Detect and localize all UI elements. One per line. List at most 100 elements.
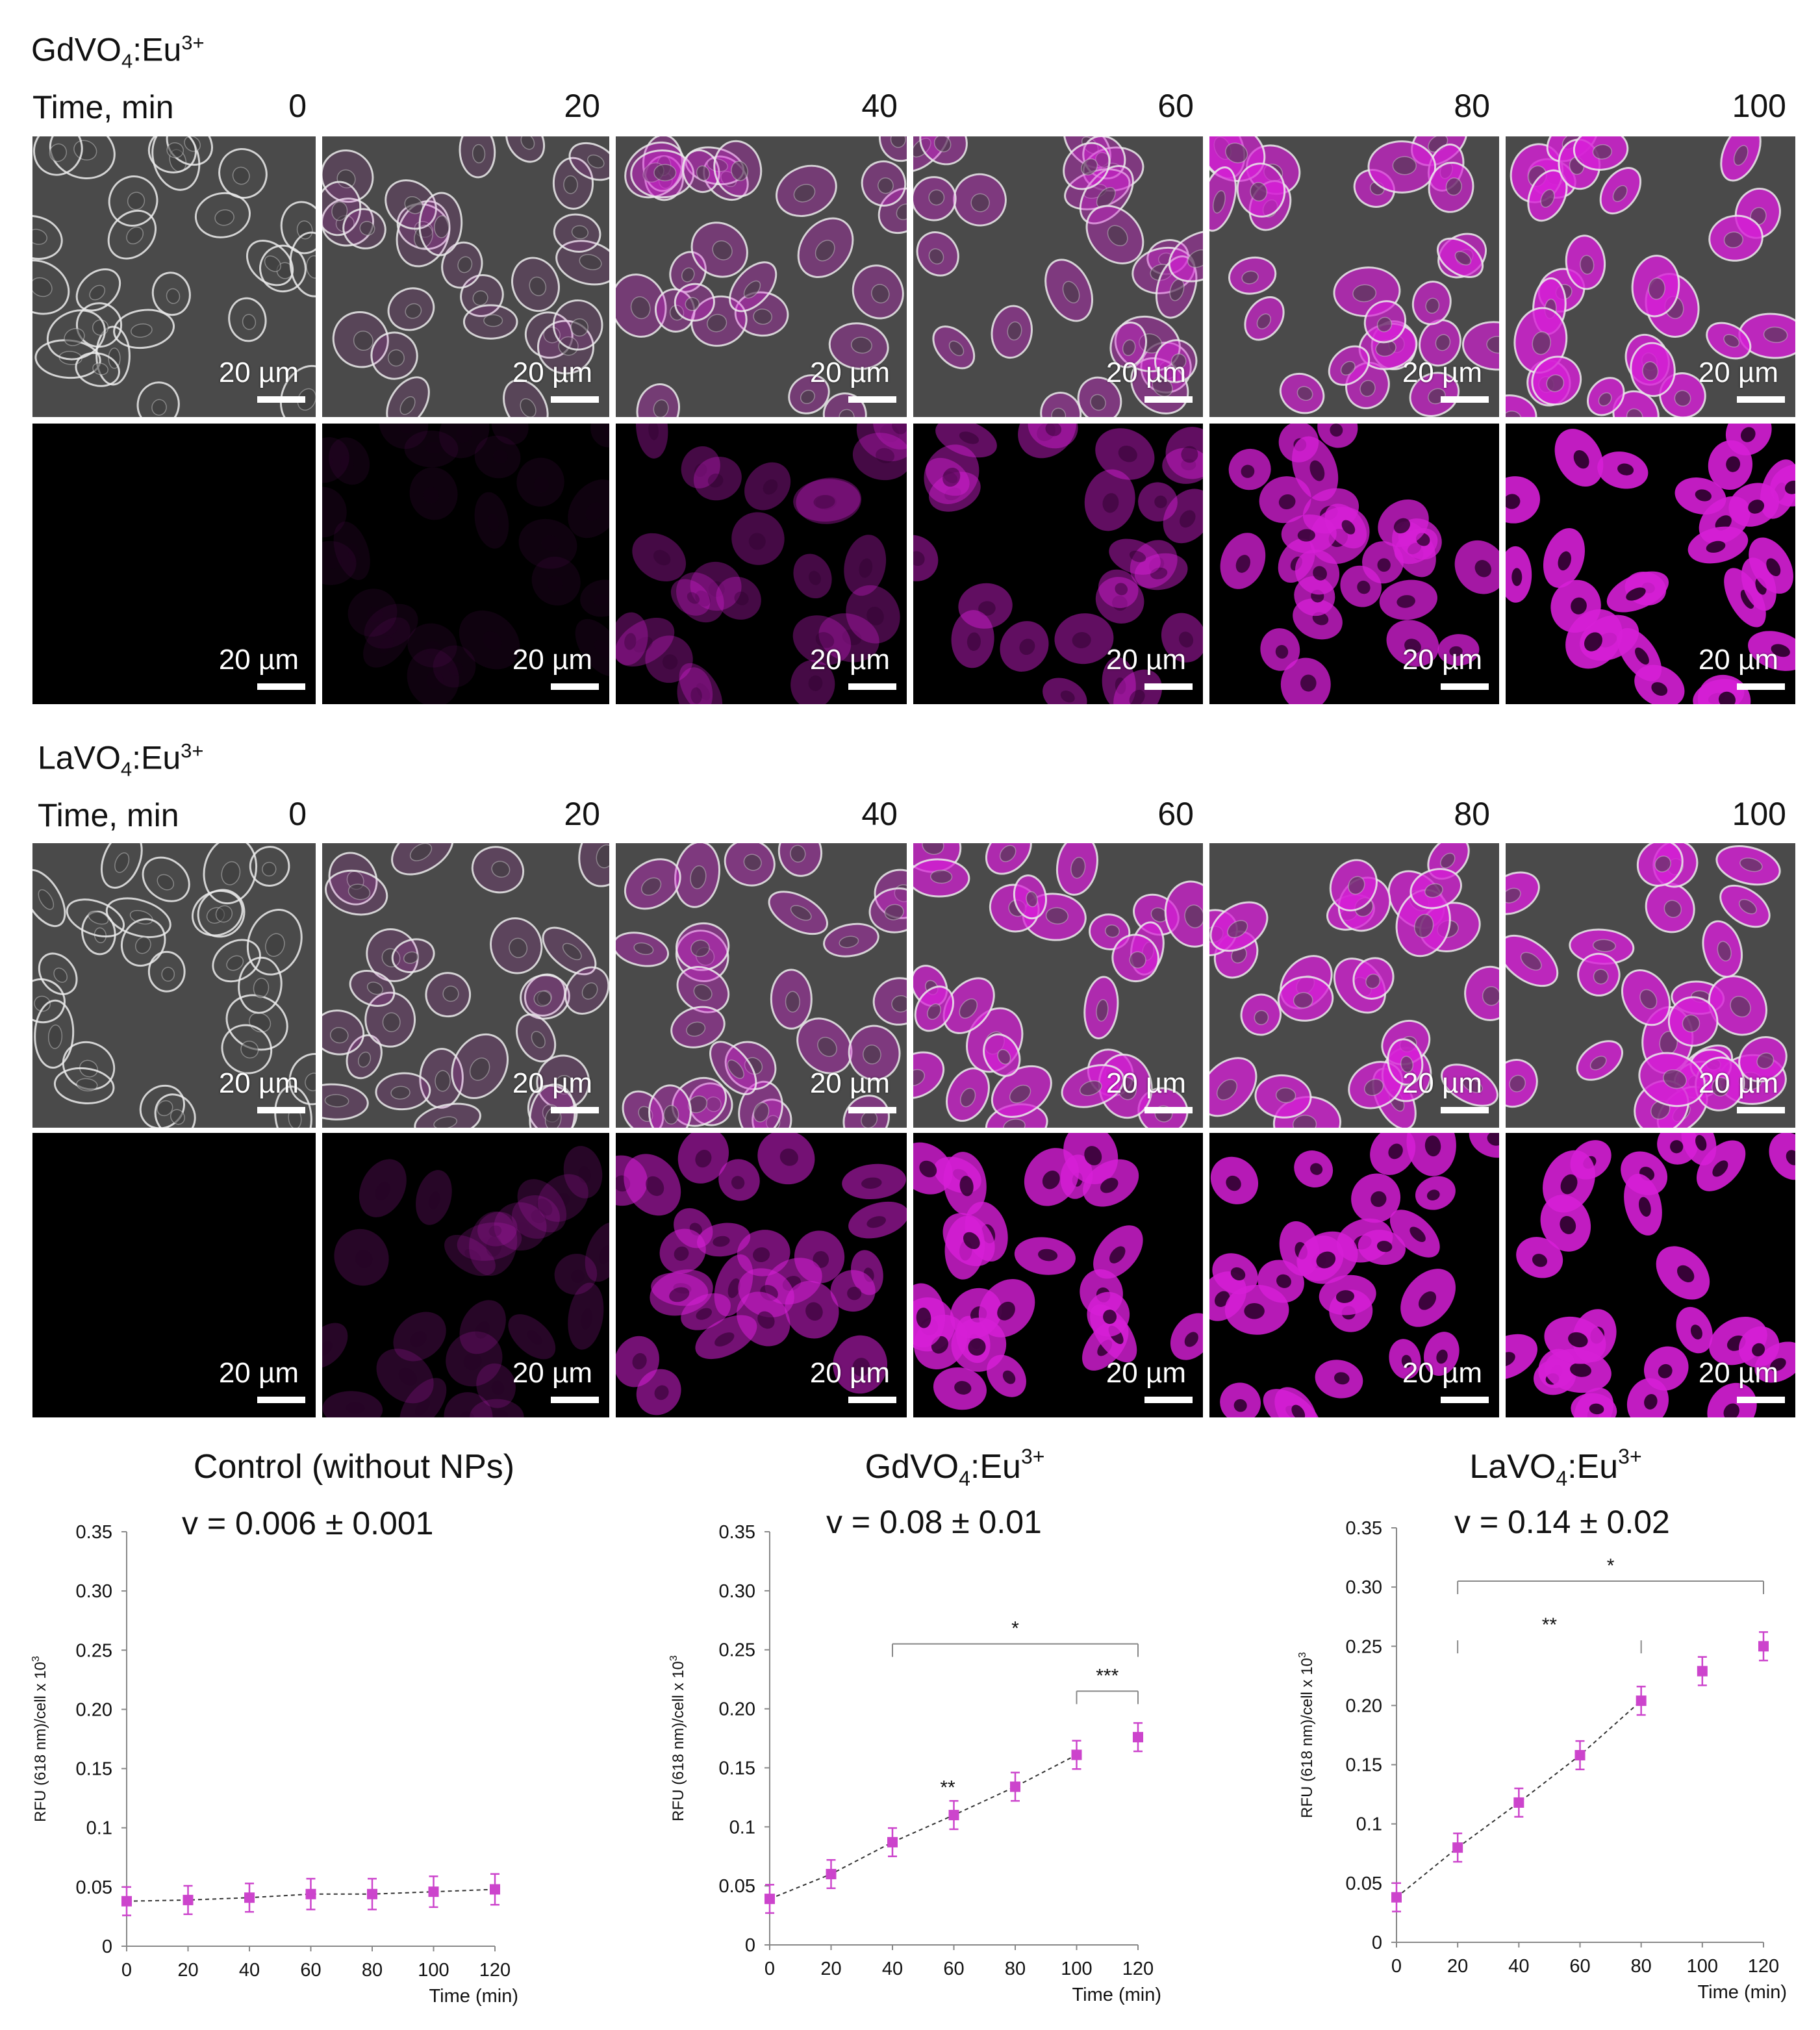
chart-title: LaVO4:Eu3+: [1469, 1449, 1641, 1490]
scale-bar-label: 20 µm: [218, 357, 299, 388]
x-tick-label: 0: [765, 1959, 775, 1979]
x-tick-label: 0: [1391, 1956, 1402, 1977]
y-tick-label: 0.1: [729, 1817, 755, 1838]
fluorescence-image-la-0: 20 µm: [32, 1133, 316, 1417]
scale-bar: [1737, 683, 1785, 690]
overlay-image-gd-3: 20 µm: [913, 136, 1203, 417]
significance-bracket: [1457, 1580, 1764, 1595]
significance-bracket: [892, 1643, 1139, 1657]
chart-gdvo4: GdVO4:Eu3+ v = 0.08 ± 0.01 RFU (618 nm)/ce…: [656, 1445, 1189, 2020]
scale-bar: [257, 1107, 305, 1113]
data-point: [121, 1896, 132, 1907]
y-tick-label: 0.05: [76, 1877, 112, 1898]
data-point: [1010, 1781, 1020, 1792]
fit-line: [1396, 1700, 1642, 1898]
scale-bar-label: 20 µm: [1698, 1067, 1778, 1099]
time-label: 80: [1454, 88, 1490, 124]
chart-title: GdVO4:Eu3+: [865, 1449, 1045, 1490]
y-tick-label: 0.35: [76, 1522, 112, 1543]
data-point: [826, 1868, 837, 1879]
scale-bar: [551, 396, 599, 403]
scale-bar-label: 20 µm: [218, 644, 299, 676]
scale-bar-label: 20 µm: [218, 1067, 299, 1099]
data-point: [305, 1888, 316, 1899]
scale-bar: [1441, 683, 1489, 690]
y-tick-label: 0.25: [1346, 1636, 1382, 1657]
scale-bar: [1737, 396, 1785, 403]
x-tick-label: 120: [479, 1960, 511, 1981]
x-tick-label: 20: [177, 1960, 198, 1981]
y-tick-label: 0: [745, 1935, 755, 1956]
data-point: [1071, 1749, 1082, 1760]
data-point: [367, 1888, 377, 1899]
overlay-image-la-4: 20 µm: [1209, 843, 1499, 1128]
overlay-image-gd-2: 20 µm: [616, 136, 907, 417]
scale-bar: [551, 1107, 599, 1113]
fit-line: [769, 1754, 1077, 1900]
scale-bar-label: 20 µm: [1698, 357, 1778, 388]
scale-bar-label: 20 µm: [1106, 1357, 1186, 1389]
overlay-image-la-1: 20 µm: [322, 843, 609, 1128]
time-label: 20: [564, 88, 600, 124]
fluorescence-image-gd-0: 20 µm: [32, 424, 316, 704]
y-tick-label: 0.20: [719, 1699, 755, 1720]
x-tick-label: 120: [1122, 1959, 1154, 1979]
y-axis-label: RFU (618 nm)/cell x 103: [31, 1656, 49, 1822]
scale-bar: [848, 396, 896, 403]
y-tick-label: 0.15: [76, 1759, 112, 1780]
y-tick-label: 0.1: [86, 1818, 112, 1839]
y-tick-label: 0.20: [1346, 1695, 1382, 1716]
x-axis-label: Time (min): [1072, 1985, 1161, 2005]
scale-bar: [1144, 396, 1193, 403]
scale-bar-label: 20 µm: [512, 1067, 592, 1099]
x-tick-label: 40: [882, 1959, 903, 1979]
scale-bar: [257, 1397, 305, 1403]
x-tick-label: 40: [239, 1960, 260, 1981]
time-label: 20: [564, 796, 600, 832]
y-tick-label: 0: [1372, 1933, 1382, 1953]
scale-bar-label: 20 µm: [1402, 1067, 1482, 1099]
data-point: [244, 1892, 255, 1903]
fluorescence-image-la-5: 20 µm: [1506, 1133, 1795, 1417]
x-tick-label: 0: [121, 1960, 132, 1981]
chart-title: Control (without NPs): [194, 1449, 514, 1486]
y-tick-label: 0.25: [76, 1640, 112, 1661]
scale-bar: [1441, 1397, 1489, 1403]
time-label: 60: [1157, 88, 1194, 124]
fluorescence-image-gd-2: 20 µm: [616, 424, 907, 704]
time-axis-label-gd: Time, min: [32, 89, 174, 125]
overlay-image-la-2: 20 µm: [616, 843, 907, 1128]
y-tick-label: 0.15: [719, 1758, 755, 1779]
data-point: [1452, 1842, 1463, 1853]
overlay-image-la-5: 20 µm: [1506, 843, 1795, 1128]
data-point: [1697, 1666, 1708, 1677]
fluorescence-image-gd-4: 20 µm: [1209, 424, 1499, 704]
scale-bar: [1737, 1107, 1785, 1113]
scale-bar-label: 20 µm: [1402, 644, 1482, 676]
scale-bar-label: 20 µm: [1402, 357, 1482, 388]
scale-bar-label: 20 µm: [1698, 1357, 1778, 1389]
overlay-image-gd-1: 20 µm: [322, 136, 609, 417]
scale-bar: [1144, 1107, 1193, 1113]
section-title-gd: GdVO4:Eu3+: [31, 31, 205, 73]
overlay-image-la-0: 20 µm: [32, 843, 316, 1128]
significance-label: *: [1607, 1555, 1615, 1577]
fluorescence-image-la-3: 20 µm: [913, 1133, 1203, 1417]
data-point: [1391, 1892, 1402, 1903]
time-label: 40: [861, 796, 898, 832]
scale-bar-label: 20 µm: [1106, 357, 1186, 388]
rate-label: v = 0.006 ± 0.001: [182, 1505, 433, 1542]
scale-bar-label: 20 µm: [1698, 644, 1778, 676]
x-tick-label: 80: [362, 1960, 383, 1981]
y-tick-label: 0.1: [1356, 1814, 1382, 1835]
scale-bar-label: 20 µm: [1402, 1357, 1482, 1389]
significance-label: *: [1011, 1618, 1019, 1640]
fluorescence-image-la-4: 20 µm: [1209, 1133, 1499, 1417]
data-point: [887, 1836, 898, 1847]
y-tick-label: 0: [102, 1936, 112, 1957]
x-tick-label: 20: [1447, 1956, 1468, 1977]
rate-label: v = 0.14 ± 0.02: [1454, 1504, 1670, 1540]
chart-lavo4: LaVO4:Eu3+ v = 0.14 ± 0.02 RFU (618 nm)/ce…: [1283, 1445, 1802, 2020]
data-point: [1758, 1641, 1769, 1652]
scale-bar: [1144, 683, 1193, 690]
